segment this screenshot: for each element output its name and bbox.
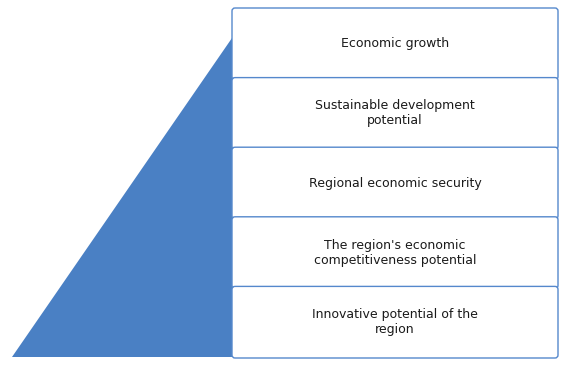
- Text: Economic growth: Economic growth: [341, 37, 449, 50]
- FancyBboxPatch shape: [232, 8, 558, 80]
- Polygon shape: [235, 11, 252, 77]
- Polygon shape: [235, 150, 252, 216]
- Text: Innovative potential of the
region: Innovative potential of the region: [312, 308, 478, 336]
- Polygon shape: [235, 81, 252, 146]
- Polygon shape: [235, 220, 252, 285]
- Text: The region's economic
competitiveness potential: The region's economic competitiveness po…: [314, 239, 476, 266]
- Polygon shape: [235, 289, 252, 355]
- FancyBboxPatch shape: [232, 217, 558, 288]
- FancyBboxPatch shape: [232, 147, 558, 219]
- Text: Sustainable development
potential: Sustainable development potential: [315, 99, 475, 127]
- Text: Regional economic security: Regional economic security: [309, 177, 482, 189]
- FancyBboxPatch shape: [232, 287, 558, 358]
- Polygon shape: [12, 9, 252, 357]
- FancyBboxPatch shape: [232, 78, 558, 149]
